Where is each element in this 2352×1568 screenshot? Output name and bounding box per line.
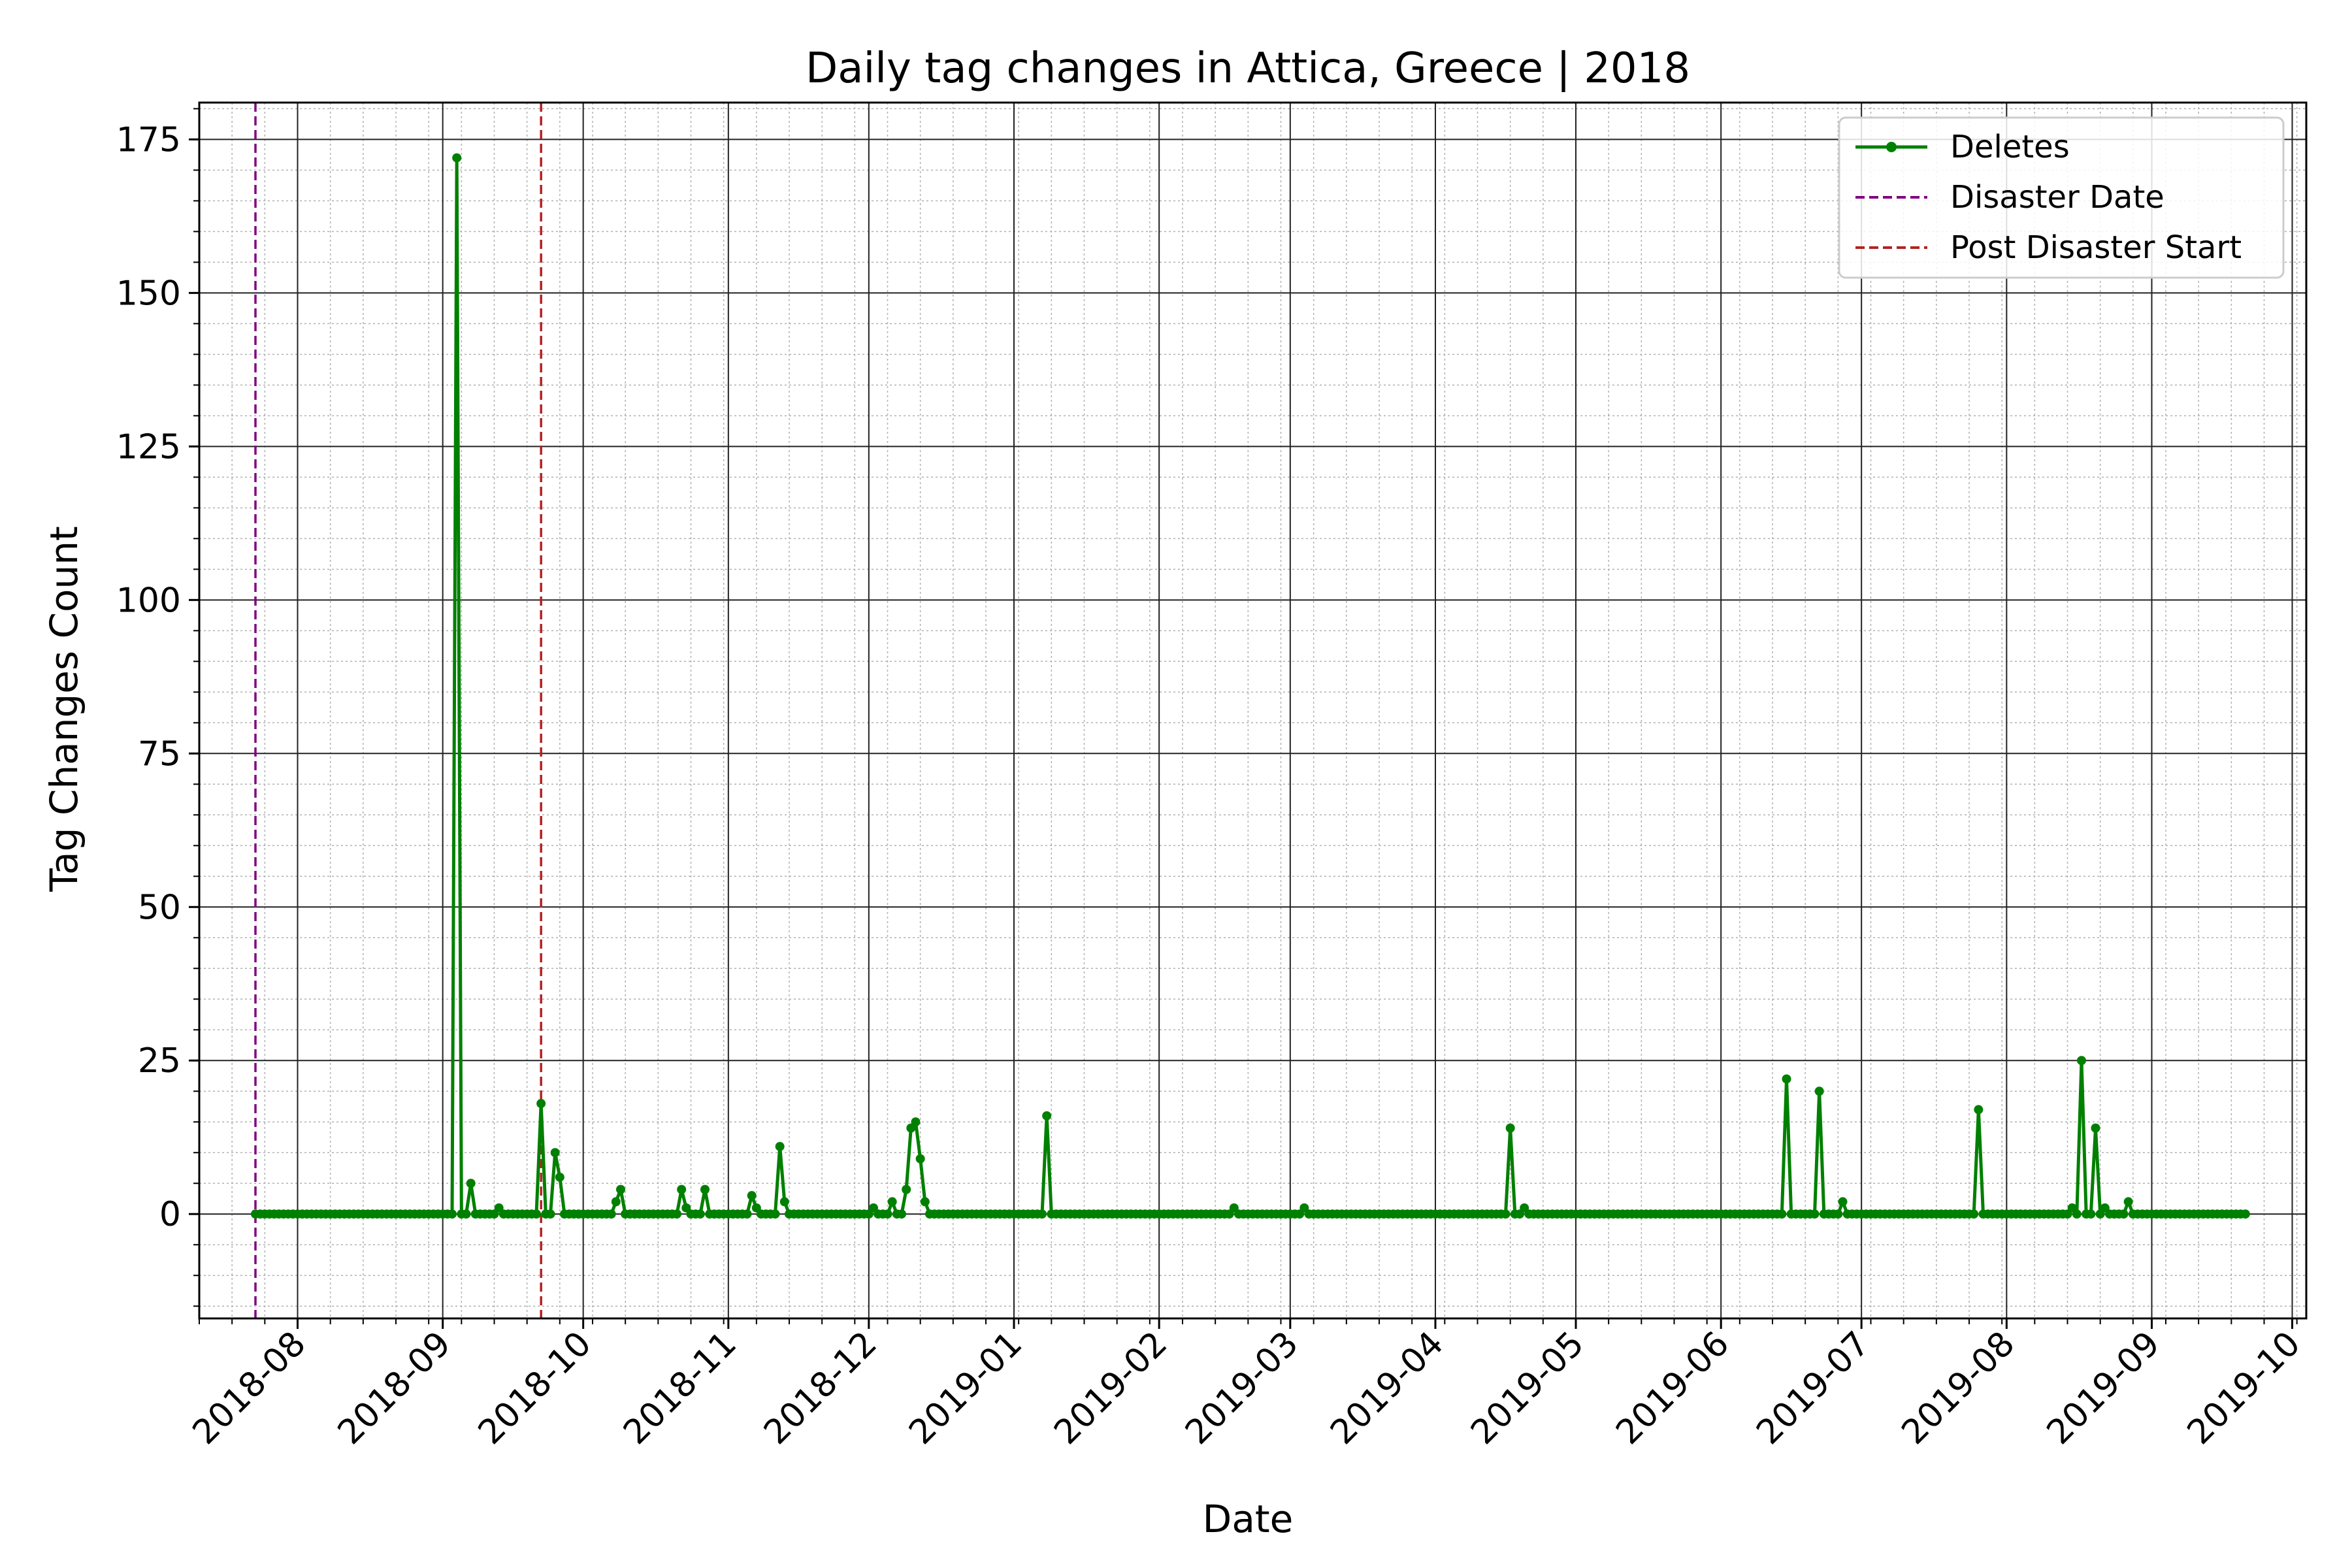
data-point-deletes xyxy=(742,1209,752,1219)
data-point-deletes xyxy=(779,1197,789,1207)
data-point-deletes xyxy=(2123,1197,2133,1207)
y-tick-label: 25 xyxy=(138,1041,181,1081)
data-point-deletes xyxy=(466,1179,476,1188)
data-point-deletes xyxy=(920,1197,930,1207)
data-point-deletes xyxy=(902,1184,911,1194)
data-point-deletes xyxy=(887,1197,897,1207)
data-point-deletes xyxy=(672,1209,681,1219)
y-tick-label: 0 xyxy=(159,1195,181,1234)
data-point-deletes xyxy=(911,1117,921,1127)
chart-title: Daily tag changes in Attica, Greece | 20… xyxy=(806,44,1690,93)
data-point-deletes xyxy=(452,153,462,163)
data-point-deletes xyxy=(1814,1086,1824,1096)
data-point-deletes xyxy=(1838,1197,1848,1207)
data-point-deletes xyxy=(546,1209,555,1219)
data-point-deletes xyxy=(2086,1209,2096,1219)
data-point-deletes xyxy=(1042,1111,1052,1120)
data-point-deletes xyxy=(775,1141,785,1151)
data-point-deletes xyxy=(1777,1209,1787,1219)
data-point-deletes xyxy=(915,1154,925,1164)
data-point-deletes xyxy=(1782,1074,1791,1084)
data-point-deletes xyxy=(550,1148,560,1158)
data-point-deletes xyxy=(1505,1123,1515,1133)
plot-frame xyxy=(198,101,2308,1320)
data-point-deletes xyxy=(555,1172,564,1182)
y-tick-label: 75 xyxy=(138,734,181,774)
data-point-deletes xyxy=(461,1209,471,1219)
data-point-deletes xyxy=(606,1209,616,1219)
data-point-deletes xyxy=(1810,1209,1820,1219)
data-point-deletes xyxy=(700,1184,710,1194)
data-point-deletes xyxy=(883,1209,892,1219)
data-point-deletes xyxy=(1974,1105,1984,1115)
data-point-deletes xyxy=(747,1191,757,1201)
data-point-deletes xyxy=(897,1209,906,1219)
data-point-deletes xyxy=(1833,1209,1843,1219)
y-tick-label: 125 xyxy=(116,427,181,466)
data-point-deletes xyxy=(2091,1123,2100,1133)
legend-label-disaster-date: Disaster Date xyxy=(1950,179,2164,216)
data-point-deletes xyxy=(1969,1209,1979,1219)
y-tick-label: 175 xyxy=(116,120,181,159)
data-point-deletes xyxy=(448,1209,457,1219)
y-tick-label: 100 xyxy=(116,581,181,620)
data-point-deletes xyxy=(770,1209,780,1219)
data-point-deletes xyxy=(695,1209,705,1219)
legend-marker-deletes xyxy=(1886,142,1897,152)
y-tick-label: 150 xyxy=(116,274,181,313)
data-point-deletes xyxy=(1037,1209,1047,1219)
data-point-deletes xyxy=(611,1197,621,1207)
legend-label-post-disaster-start: Post Disaster Start xyxy=(1950,229,2242,266)
data-point-deletes xyxy=(2119,1209,2129,1219)
legend-label-deletes: Deletes xyxy=(1950,129,2070,165)
data-point-deletes xyxy=(2072,1209,2082,1219)
data-point-deletes xyxy=(1501,1209,1511,1219)
y-axis-label: Tag Changes Count xyxy=(42,526,86,892)
legend: Deletes Disaster Date Post Disaster Star… xyxy=(1838,116,2285,279)
data-point-deletes xyxy=(536,1099,546,1109)
y-tick-label: 50 xyxy=(138,888,181,927)
data-point-deletes xyxy=(616,1184,625,1194)
legend-box xyxy=(1838,116,2285,279)
data-point-deletes xyxy=(532,1209,541,1219)
data-point-deletes xyxy=(2240,1209,2250,1219)
x-axis-label: Date xyxy=(1203,1497,1294,1541)
data-point-deletes xyxy=(677,1184,687,1194)
data-point-deletes xyxy=(2077,1056,2086,1066)
